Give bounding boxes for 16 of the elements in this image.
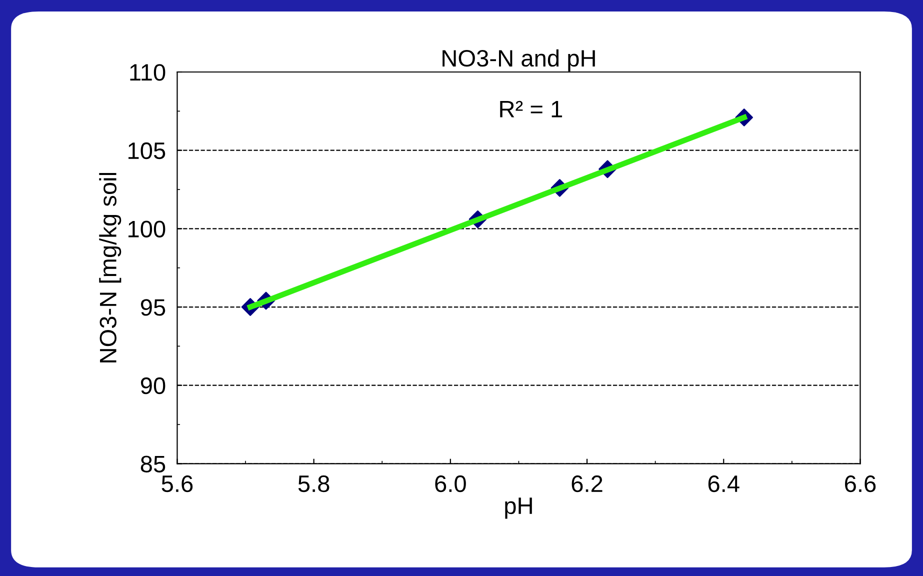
y-tick-label: 110: [130, 64, 166, 81]
x-axis-title: pH: [505, 498, 532, 519]
y-axis-title: NO3-N [mg/kg soil: [99, 172, 122, 362]
y-tick-label: 85: [140, 456, 166, 472]
y-tick-label: 105: [128, 142, 166, 160]
y-tick-label: 90: [140, 377, 166, 394]
x-tick-label: 5.8: [298, 475, 330, 492]
chart-title: NO3-N and pH: [442, 49, 595, 72]
x-tick-label: 6.4: [708, 475, 740, 492]
x-tick-label: 5.6: [162, 475, 193, 492]
annotation: R² = 1: [500, 100, 562, 118]
x-tick-label: 6.2: [572, 475, 602, 492]
x-tick-label: 6.0: [435, 475, 466, 492]
y-tick-label: 95: [140, 299, 166, 316]
x-tick-label: 6.6: [845, 475, 876, 492]
y-tick-label: 100: [128, 220, 166, 238]
